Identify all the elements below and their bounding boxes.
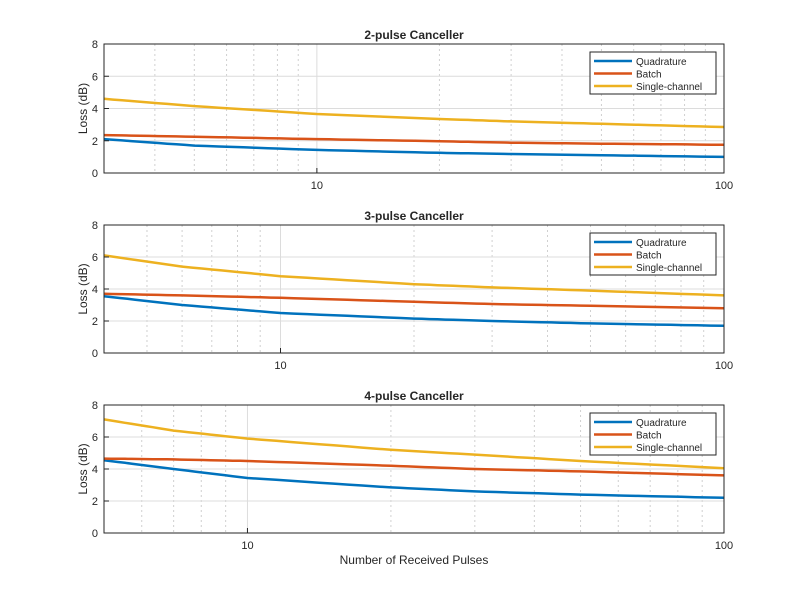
x-axis-label: Number of Received Pulses xyxy=(340,553,489,567)
subplot-2: 10 100 0 2 4 6 8 3-pulse Canceller Loss (dB) Quad… xyxy=(76,209,733,372)
y-tick-label: 8 xyxy=(92,39,98,51)
y-tick-label: 0 xyxy=(92,348,98,360)
subplot-title: 2-pulse Canceller xyxy=(364,28,464,42)
series-line-batch xyxy=(103,292,725,310)
x-tick-label: 100 xyxy=(715,180,733,192)
y-tick-label: 2 xyxy=(92,136,98,148)
legend-label: Batch xyxy=(636,251,662,262)
y-tick-label: 6 xyxy=(92,432,98,444)
subplot-title: 4-pulse Canceller xyxy=(364,389,464,403)
y-tick-label: 0 xyxy=(92,168,98,180)
x-tick-label: 10 xyxy=(311,180,323,192)
series-line-quadrature xyxy=(103,137,725,159)
y-axis-label: Loss (dB) xyxy=(76,263,90,314)
y-tick-label: 6 xyxy=(92,71,98,83)
series-line-single-channel xyxy=(103,97,725,129)
y-tick-label: 4 xyxy=(92,464,98,476)
y-tick-label: 6 xyxy=(92,252,98,264)
y-tick-label: 4 xyxy=(92,284,98,296)
legend-label: Single-channel xyxy=(636,82,702,93)
y-tick-label: 4 xyxy=(92,104,98,116)
x-tick-label: 10 xyxy=(274,360,286,372)
y-axis-label: Loss (dB) xyxy=(76,83,90,134)
y-tick-label: 0 xyxy=(92,528,98,540)
legend-label: Batch xyxy=(636,70,662,81)
x-tick-label: 10 xyxy=(241,540,253,552)
series-line-quadrature xyxy=(103,294,725,328)
subplot-3: 10 100 0 2 4 6 8 4-pulse Canceller Loss (dB) Numb… xyxy=(76,389,733,567)
series-line-single-channel xyxy=(103,254,725,297)
x-tick-label: 100 xyxy=(715,540,733,552)
y-tick-label: 8 xyxy=(92,220,98,232)
legend-label: Quadrature xyxy=(636,57,687,68)
y-tick-label: 2 xyxy=(92,496,98,508)
legend-label: Single-channel xyxy=(636,443,702,454)
series-line-batch xyxy=(103,133,725,147)
legend-label: Quadrature xyxy=(636,238,687,249)
y-tick-label: 8 xyxy=(92,400,98,412)
subplot-title: 3-pulse Canceller xyxy=(364,209,464,223)
subplot-1: 10 100 0 2 4 6 8 2-pulse Canceller Loss (dB) Quad… xyxy=(76,28,733,192)
series-line-batch xyxy=(103,457,725,477)
legend-label: Single-channel xyxy=(636,263,702,274)
y-axis-label: Loss (dB) xyxy=(76,443,90,494)
x-tick-label: 100 xyxy=(715,360,733,372)
legend-label: Quadrature xyxy=(636,418,687,429)
legend-label: Batch xyxy=(636,431,662,442)
y-tick-label: 2 xyxy=(92,316,98,328)
series-line-single-channel xyxy=(103,418,725,470)
series-line-quadrature xyxy=(103,458,725,500)
